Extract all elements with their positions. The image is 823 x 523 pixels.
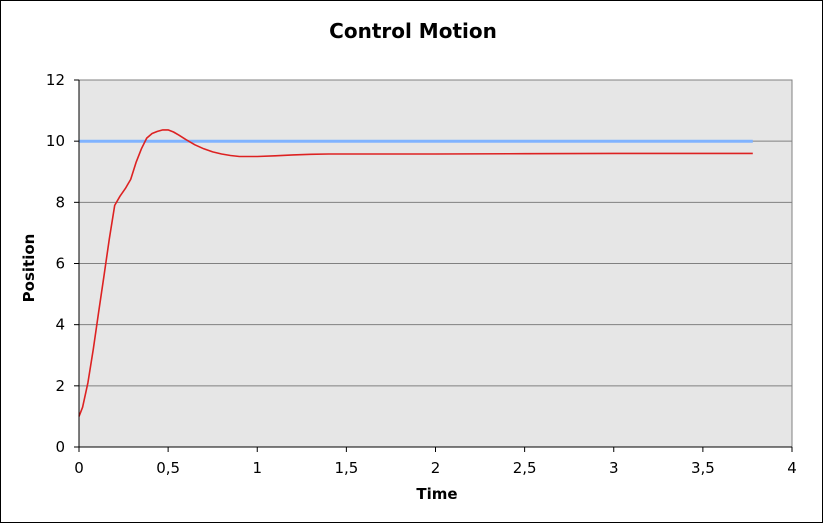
x-tick-label: 4 xyxy=(787,459,797,477)
x-tick-label: 3,5 xyxy=(691,459,715,477)
x-tick-label: 1,5 xyxy=(334,459,358,477)
chart-title: Control Motion xyxy=(329,19,497,43)
x-tick-label: 0,5 xyxy=(156,459,180,477)
x-tick-label: 0 xyxy=(74,459,84,477)
x-tick-label: 2 xyxy=(431,459,441,477)
series-layer xyxy=(78,129,753,417)
x-axis-ticks: 0 0,5 1 1,5 2 2,5 3 3,5 4 xyxy=(74,447,797,477)
y-tick-label: 0 xyxy=(55,438,65,456)
y-axis-title: Position xyxy=(20,234,38,303)
x-tick-label: 1 xyxy=(252,459,262,477)
y-tick-label: 8 xyxy=(55,193,65,211)
y-tick-label: 12 xyxy=(46,71,65,89)
y-tick-label: 6 xyxy=(55,255,65,273)
y-tick-label: 2 xyxy=(55,377,65,395)
series-line-1 xyxy=(78,129,753,417)
x-tick-label: 2,5 xyxy=(513,459,537,477)
y-tick-label: 4 xyxy=(55,316,65,334)
y-axis-ticks: 0 2 4 6 8 10 12 xyxy=(46,71,79,456)
y-tick-label: 10 xyxy=(46,132,65,150)
x-tick-label: 3 xyxy=(609,459,619,477)
x-axis-title: Time xyxy=(416,485,457,503)
